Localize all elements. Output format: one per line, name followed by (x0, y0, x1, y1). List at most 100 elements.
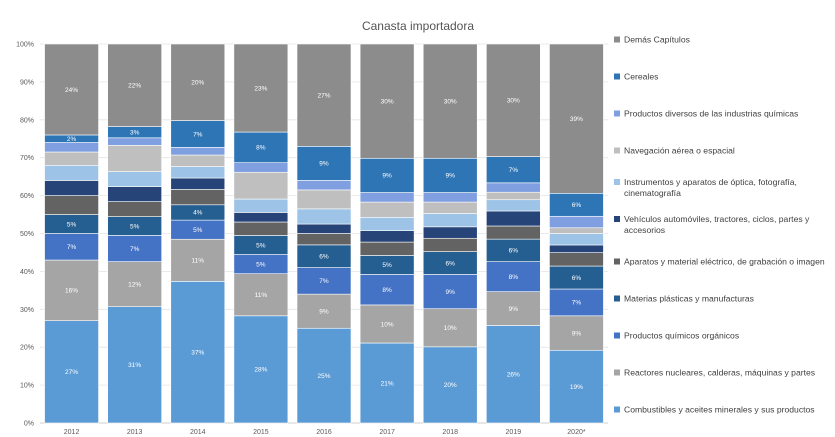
data-label: 12% (128, 281, 141, 288)
bar-segment (233, 315, 289, 424)
data-label: 3% (130, 129, 140, 136)
bar-segment (549, 349, 604, 424)
legend-swatch (614, 258, 620, 265)
bar-segment (422, 213, 478, 228)
legend-swatch (614, 147, 620, 154)
data-label: 4% (193, 210, 203, 217)
data-label: 8% (382, 287, 392, 294)
bar-segment (359, 241, 415, 256)
bar-segment (422, 308, 478, 348)
data-label: 5% (256, 242, 266, 249)
bar-segment (296, 189, 352, 210)
data-label: 28% (254, 367, 267, 374)
bar-segment (170, 166, 226, 179)
bar-segment (170, 43, 226, 121)
bar-segment (170, 177, 226, 190)
bar-segment (233, 221, 289, 236)
bar-segment (170, 154, 226, 167)
bar-segment (486, 291, 541, 326)
bar-segment (107, 145, 162, 172)
legend-swatch (614, 110, 620, 117)
data-label: 31% (128, 362, 141, 369)
y-tick-label: 60% (20, 193, 34, 200)
bar-segment (486, 261, 541, 292)
bar-segment (170, 189, 226, 206)
x-tick-label: 2017 (379, 429, 395, 436)
bar-segment (486, 156, 541, 184)
bar-segment (486, 182, 541, 193)
data-label: 24% (65, 87, 78, 94)
bar-segment (422, 237, 478, 252)
legend-swatch (614, 332, 620, 339)
x-tick-label: 2013 (127, 429, 143, 436)
data-label: 26% (507, 372, 520, 379)
bar-segment (296, 293, 352, 329)
bar-segment (233, 198, 289, 213)
bar-segment (170, 120, 226, 148)
data-label: 6% (509, 248, 519, 255)
bar-segment (296, 146, 352, 181)
legend-label: Aparatos y material eléctrico, de grabac… (624, 257, 825, 267)
x-tick-label: 2014 (190, 429, 206, 436)
data-label: 5% (130, 223, 140, 230)
data-label: 7% (509, 167, 519, 174)
data-label: 7% (319, 278, 329, 285)
data-label: 7% (130, 246, 140, 253)
data-label: 9% (319, 161, 329, 168)
bar-segment (107, 171, 162, 187)
bar-segment (107, 186, 162, 202)
bar-segment (44, 43, 99, 136)
x-tick-label: 2015 (253, 429, 269, 436)
data-label: 20% (191, 80, 204, 87)
bar-segment (359, 342, 415, 424)
bar-segment (296, 208, 352, 225)
bar-segment (486, 210, 541, 227)
bar-segment (359, 230, 415, 243)
data-label: 9% (446, 289, 456, 296)
bar-segment (107, 201, 162, 217)
bar-segment (296, 180, 352, 191)
legend-swatch (614, 73, 620, 80)
data-label: 16% (65, 288, 78, 295)
bar-segment (107, 235, 162, 262)
bar-segment (549, 252, 604, 267)
data-label: 2% (67, 136, 77, 143)
bar-segment (549, 244, 604, 253)
legend-label: Reactores nucleares, calderas, máquinas … (624, 368, 815, 378)
data-label: 9% (319, 308, 329, 315)
data-label: 19% (570, 384, 583, 391)
bar-segment (486, 225, 541, 240)
bar-segment (233, 162, 289, 173)
bar-segment (486, 43, 541, 157)
data-label: 25% (317, 373, 330, 380)
data-label: 9% (572, 330, 582, 337)
data-label: 7% (67, 244, 77, 251)
bar-segment (296, 327, 352, 424)
data-label: 6% (572, 202, 582, 209)
bar-segment (422, 226, 478, 239)
bar-segment (296, 267, 352, 295)
data-label: 23% (254, 85, 267, 92)
y-tick-label: 40% (20, 269, 34, 276)
bar-segment (296, 233, 352, 246)
y-tick-label: 0% (24, 421, 34, 428)
legend-swatch (614, 36, 620, 43)
legend-label: Cereales (624, 72, 658, 82)
bar-segment (44, 195, 99, 215)
bar-segment (549, 288, 604, 317)
data-label: 5% (193, 227, 203, 234)
data-label: 20% (444, 382, 457, 389)
bar-segment (422, 346, 478, 424)
bar-segment (44, 320, 99, 424)
bar-segment (486, 199, 541, 212)
bar-segment (233, 43, 289, 133)
data-label: 30% (381, 98, 394, 105)
bar-segment (422, 201, 478, 214)
legend-label: Productos diversos de las industrias quí… (624, 109, 798, 119)
bar-segment (170, 147, 226, 156)
data-label: 8% (509, 274, 519, 281)
bar-segment (422, 274, 478, 310)
bar-segment (359, 201, 415, 218)
data-label: 10% (381, 321, 394, 328)
